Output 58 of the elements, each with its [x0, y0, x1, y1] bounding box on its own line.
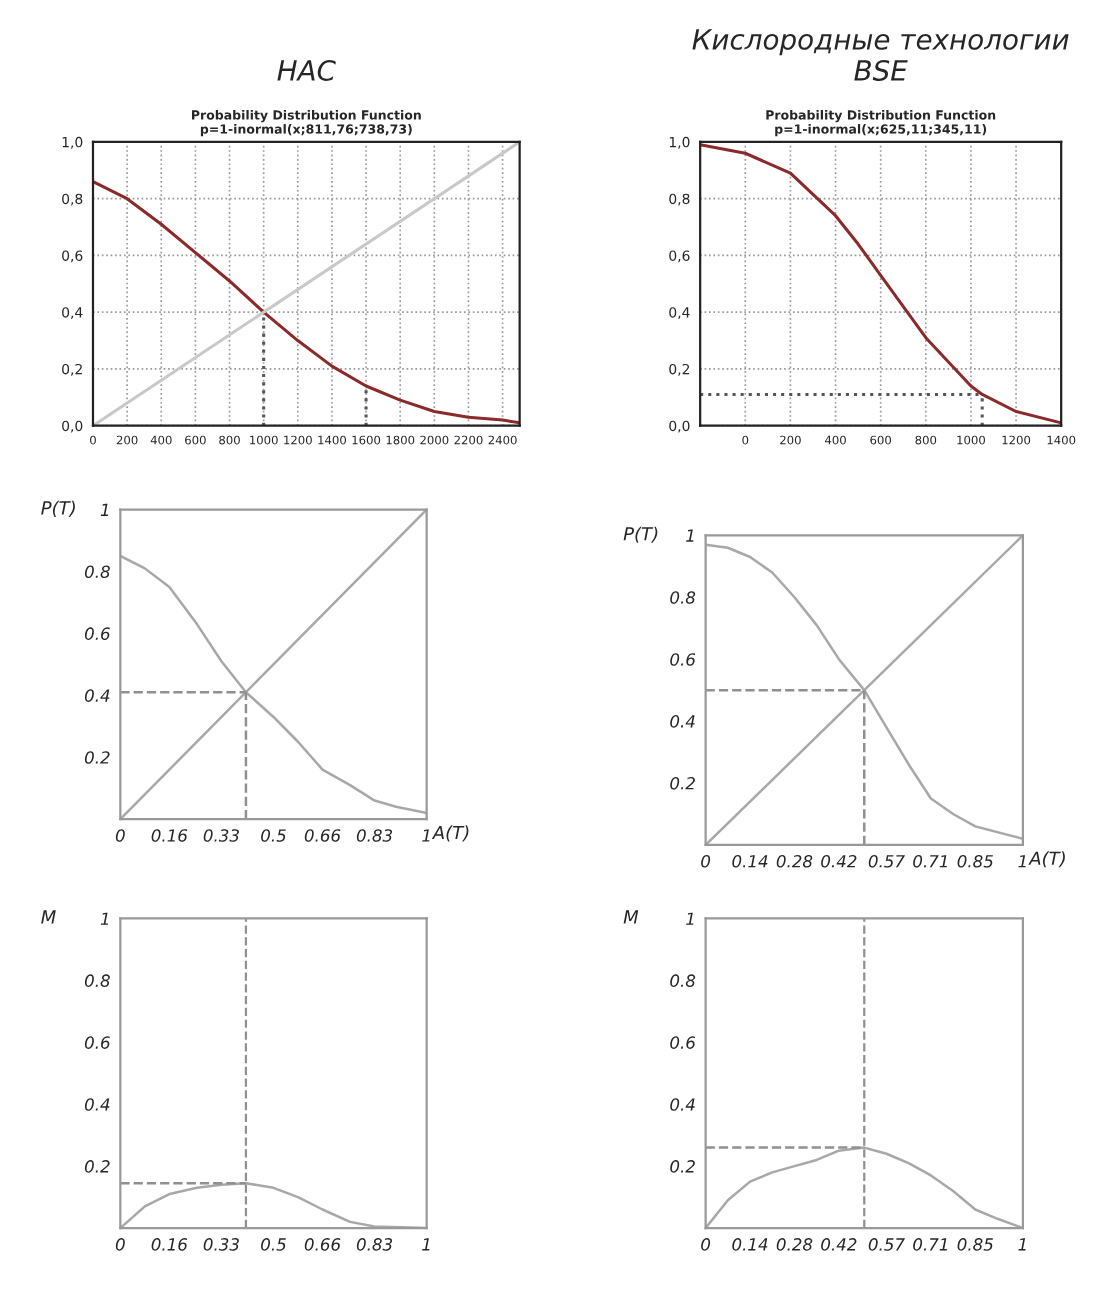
chart-title: Кислородные технологии BSE — [692, 29, 1069, 81]
x-tick-label: 0 — [115, 1238, 125, 1251]
x-tick-label: 0 — [701, 854, 711, 868]
x-tick-label: 0.33 — [203, 1238, 239, 1251]
x-tick-label: 0.83 — [356, 829, 393, 842]
x-tick-label: 0.66 — [304, 829, 341, 842]
x-tick-label: 0.16 — [151, 829, 188, 842]
x-tick-label: 0 — [701, 1238, 711, 1251]
y-tick-label: 0.2 — [84, 751, 110, 764]
x-tick-label: 0.14 — [732, 854, 768, 868]
y-tick-label: 0.8 — [670, 974, 696, 987]
x-tick-label: 0.66 — [304, 1238, 341, 1251]
y-tick-label: 0.8 — [670, 591, 696, 604]
x-tick-label: 1 — [1018, 855, 1026, 868]
y-tick-label: 0.4 — [670, 1098, 695, 1111]
y-tick-label: 1 — [686, 529, 694, 542]
x-tick-label: 0.57 — [868, 854, 905, 868]
x-tick-label: 0.16 — [151, 1238, 188, 1251]
y-tick-label: 0.6 — [670, 653, 696, 666]
x-axis-title: A(T) — [431, 825, 469, 842]
y-tick-label: 1 — [686, 912, 694, 925]
y-tick-label: 0.2 — [670, 1160, 695, 1173]
y-tick-label: 0.8 — [84, 974, 110, 987]
y-axis-title: M — [623, 910, 639, 924]
y-tick-label: 0.4 — [84, 689, 110, 702]
x-tick-label: 0.42 — [821, 1238, 857, 1251]
y-tick-label: 0.4 — [84, 1098, 110, 1111]
x-tick-label: 1 — [422, 1238, 430, 1251]
x-tick-label: 0 — [115, 829, 125, 842]
y-tick-label: 0.2 — [84, 1160, 110, 1173]
chart-title: HAC — [277, 59, 336, 81]
y-tick-label: 0.6 — [84, 1036, 110, 1049]
x-tick-label: 0.33 — [203, 829, 239, 842]
y-tick-label: 0.8 — [84, 565, 110, 579]
x-tick-label: 1 — [1018, 1238, 1026, 1251]
y-tick-label: 1 — [100, 503, 109, 516]
x-tick-label: 0.83 — [356, 1238, 393, 1251]
x-tick-label: 0.85 — [957, 1238, 993, 1251]
x-tick-label: 0.85 — [957, 854, 993, 868]
x-tick-label: 0.28 — [776, 854, 813, 868]
x-tick-label: 0.5 — [261, 1238, 286, 1251]
x-tick-label: 0.57 — [868, 1238, 905, 1251]
y-axis-title: M — [41, 910, 56, 924]
x-tick-label: 0.42 — [821, 854, 857, 868]
x-tick-label: 0.14 — [732, 1238, 768, 1251]
y-tick-label: 1 — [100, 912, 109, 925]
x-tick-label: 0.5 — [261, 829, 286, 842]
x-tick-label: 0.28 — [776, 1238, 813, 1251]
x-tick-label: 0.71 — [913, 854, 947, 868]
x-axis-title: A(T) — [1028, 851, 1065, 868]
y-tick-label: 0.2 — [670, 776, 695, 790]
y-tick-label: 0.6 — [670, 1036, 696, 1049]
y-axis-title: P(T) — [41, 500, 75, 517]
y-tick-label: 0.4 — [670, 715, 695, 728]
x-tick-label: 1 — [422, 829, 430, 842]
y-axis-title: P(T) — [623, 526, 658, 543]
y-tick-label: 0.6 — [84, 627, 110, 640]
x-tick-label: 0.71 — [913, 1238, 947, 1251]
